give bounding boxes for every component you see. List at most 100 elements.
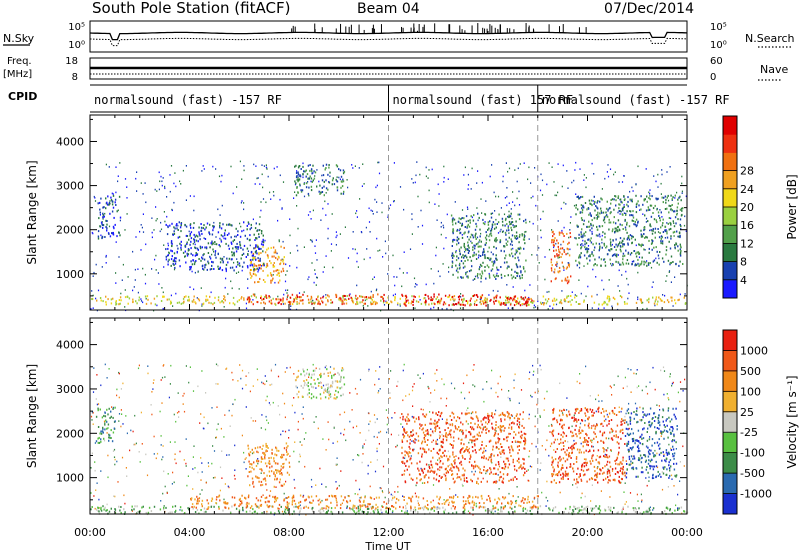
echo-cell (472, 507, 473, 509)
echo-cell (193, 260, 194, 262)
echo-cell (639, 263, 640, 265)
echo-cell (212, 166, 213, 168)
echo-cell (343, 434, 344, 436)
echo-cell (608, 506, 609, 508)
echo-cell (208, 302, 209, 304)
echo-cell (474, 252, 475, 254)
echo-cell (507, 171, 508, 173)
echo-cell (235, 246, 236, 248)
echo-cell (362, 185, 363, 187)
echo-cell (488, 221, 489, 223)
echo-cell (619, 241, 620, 243)
echo-cell (672, 383, 673, 385)
echo-cell (314, 282, 315, 284)
echo-cell (496, 254, 497, 256)
echo-cell (490, 232, 491, 234)
echo-cell (174, 414, 175, 416)
echo-cell (364, 443, 365, 445)
echo-cell (376, 238, 377, 240)
echo-cell (670, 373, 671, 375)
echo-cell (352, 409, 353, 411)
echo-cell (168, 254, 169, 256)
echo-cell (204, 237, 205, 239)
echo-cell (394, 162, 395, 164)
echo-cell (659, 236, 660, 238)
echo-cell (557, 439, 558, 441)
echo-cell (212, 249, 213, 251)
echo-cell (355, 295, 356, 297)
echo-cell (270, 404, 271, 406)
echo-cell (273, 247, 274, 249)
echo-cell (648, 197, 649, 199)
echo-cell (604, 178, 605, 180)
echo-cell (627, 259, 628, 261)
echo-cell (666, 275, 667, 277)
echo-cell (581, 217, 582, 219)
echo-cell (317, 296, 318, 298)
echo-cell (373, 506, 374, 508)
echo-cell (518, 214, 519, 216)
echo-cell (176, 227, 177, 229)
echo-cell (667, 237, 668, 239)
echo-cell (485, 450, 486, 452)
echo-cell (551, 229, 552, 231)
echo-cell (340, 233, 341, 235)
echo-cell (269, 301, 270, 303)
echo-cell (145, 283, 146, 285)
echo-cell (664, 295, 665, 297)
echo-cell (129, 297, 130, 299)
echo-cell (455, 455, 456, 457)
echo-cell (544, 398, 545, 400)
cpid-segment-label: normalsound (fast) -157 RF (542, 93, 730, 107)
echo-cell (282, 297, 283, 299)
echo-cell (192, 503, 193, 505)
echo-cell (656, 209, 657, 211)
echo-cell (525, 222, 526, 224)
echo-cell (429, 202, 430, 204)
echo-cell (203, 303, 204, 305)
echo-cell (622, 240, 623, 242)
echo-cell (136, 302, 137, 304)
echo-cell (555, 195, 556, 197)
echo-cell (518, 303, 519, 305)
echo-cell (661, 211, 662, 213)
echo-cell (365, 300, 366, 302)
echo-cell (270, 198, 271, 200)
echo-cell (469, 256, 470, 258)
echo-cell (340, 470, 341, 472)
echo-cell (230, 166, 231, 168)
echo-cell (614, 253, 615, 255)
echo-cell (369, 221, 370, 223)
echo-cell (500, 376, 501, 378)
echo-cell (283, 294, 284, 296)
echo-cell (141, 224, 142, 226)
echo-cell (311, 486, 312, 488)
echo-cell (177, 248, 178, 250)
echo-cell (364, 504, 365, 506)
y-tick-label: 3000 (56, 180, 84, 193)
echo-cell (363, 305, 364, 307)
echo-cell (496, 227, 497, 229)
echo-cell (214, 297, 215, 299)
echo-cell (582, 209, 583, 211)
echo-cell (461, 277, 462, 279)
echo-cell (535, 205, 536, 207)
echo-cell (184, 224, 185, 226)
echo-cell (656, 453, 657, 455)
echo-cell (463, 304, 464, 306)
echo-cell (278, 376, 279, 378)
echo-cell (613, 221, 614, 223)
echo-cell (607, 447, 608, 449)
echo-cell (554, 298, 555, 300)
echo-cell (356, 507, 357, 509)
echo-cell (430, 299, 431, 301)
echo-cell (456, 259, 457, 261)
echo-cell (629, 191, 630, 193)
echo-cell (268, 295, 269, 297)
echo-cell (120, 296, 121, 298)
echo-cell (635, 183, 636, 185)
echo-cell (513, 286, 514, 288)
echo-cell (603, 259, 604, 261)
echo-cell (181, 249, 182, 251)
echo-cell (420, 299, 421, 301)
